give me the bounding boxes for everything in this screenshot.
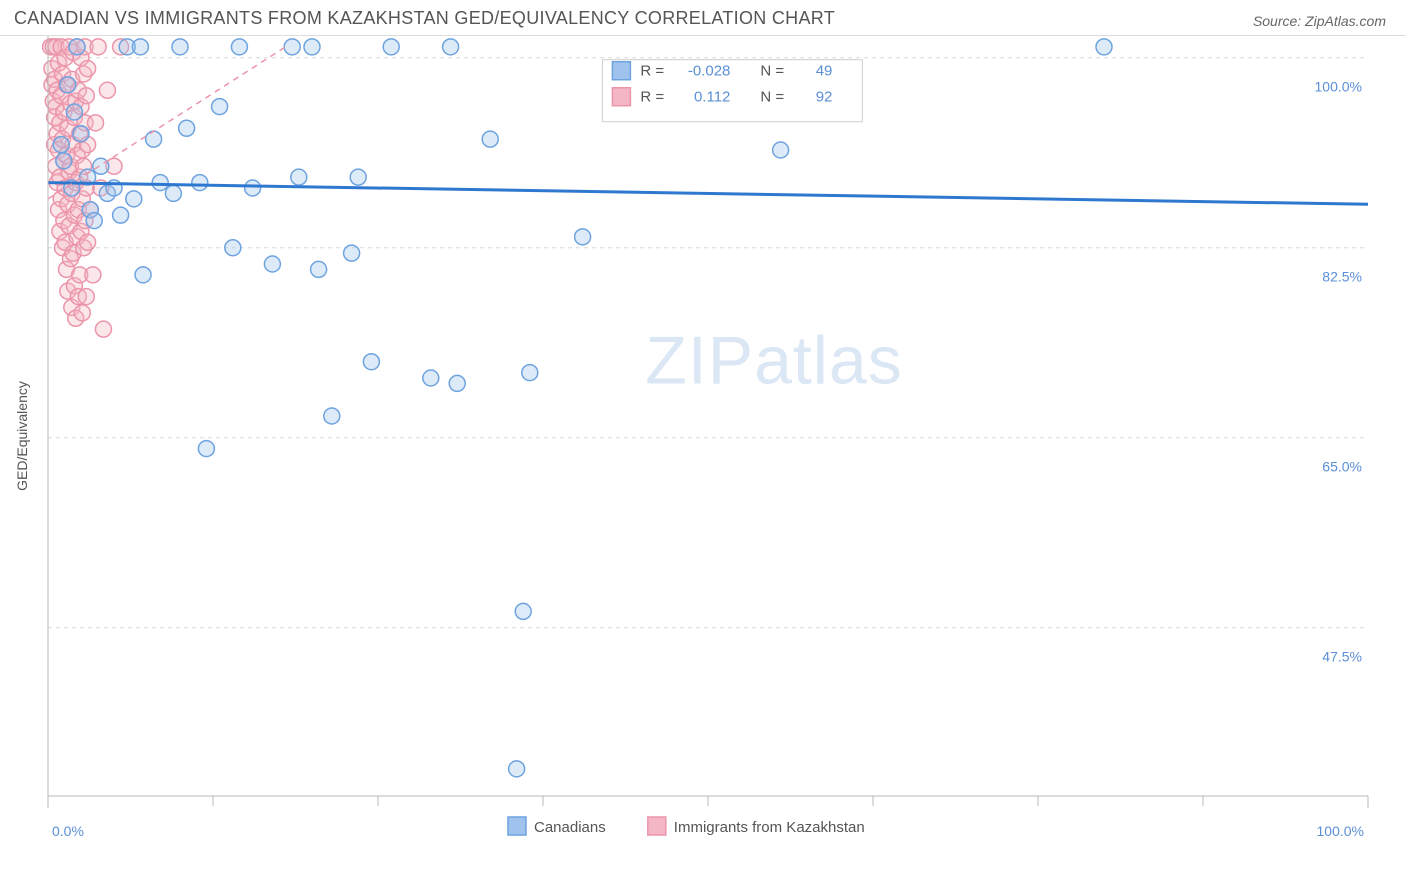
legend-swatch <box>612 88 630 106</box>
data-point <box>172 39 188 55</box>
data-point <box>126 191 142 207</box>
data-point <box>179 120 195 136</box>
x-tick-label: 100.0% <box>1317 823 1364 839</box>
data-point <box>291 169 307 185</box>
stat-n-label: N = <box>760 89 784 106</box>
data-point <box>69 39 85 55</box>
series-legend-swatch <box>508 817 526 835</box>
data-point <box>86 213 102 229</box>
y-tick-label: 82.5% <box>1322 269 1362 285</box>
data-point <box>773 142 789 158</box>
data-point <box>522 365 538 381</box>
y-tick-label: 65.0% <box>1322 459 1362 475</box>
stat-r-label: R = <box>640 89 664 106</box>
data-point <box>95 321 111 337</box>
source-label: Source: <box>1253 13 1301 29</box>
scatter-plot: 47.5% 65.0% 82.5% 100.0% ZIPatlas 0.0% 100.0% R… <box>0 36 1406 882</box>
data-point <box>74 305 90 321</box>
source-attribution: Source: ZipAtlas.com <box>1253 13 1386 29</box>
source-value: ZipAtlas.com <box>1305 13 1386 29</box>
data-point <box>80 234 96 250</box>
data-point <box>85 267 101 283</box>
data-point <box>99 82 115 98</box>
data-point <box>225 240 241 256</box>
data-point <box>383 39 399 55</box>
data-point <box>88 115 104 131</box>
data-point <box>192 175 208 191</box>
data-point <box>575 229 591 245</box>
data-point <box>324 408 340 424</box>
series-legend-label: Canadians <box>534 819 606 836</box>
x-tick-label: 0.0% <box>52 823 84 839</box>
stat-r-value: -0.028 <box>688 63 731 80</box>
data-point <box>146 131 162 147</box>
data-point <box>515 603 531 619</box>
data-point <box>90 39 106 55</box>
data-point <box>60 77 76 93</box>
data-point <box>56 153 72 169</box>
legend-swatch <box>612 62 630 80</box>
data-point <box>363 354 379 370</box>
data-point <box>152 175 168 191</box>
data-point <box>132 39 148 55</box>
data-point <box>113 207 129 223</box>
data-point <box>344 245 360 261</box>
data-point <box>423 370 439 386</box>
data-point <box>165 185 181 201</box>
watermark: ZIPatlas <box>645 322 902 398</box>
data-point <box>198 441 214 457</box>
stat-r-label: R = <box>640 63 664 80</box>
data-point <box>73 126 89 142</box>
data-point <box>264 256 280 272</box>
y-tick-label: 47.5% <box>1322 649 1362 665</box>
data-point <box>443 39 459 55</box>
data-point <box>350 169 366 185</box>
data-point <box>482 131 498 147</box>
y-tick-label: 100.0% <box>1315 79 1362 95</box>
data-point <box>284 39 300 55</box>
data-point <box>245 180 261 196</box>
data-point <box>53 137 69 153</box>
data-point <box>311 261 327 277</box>
data-point <box>135 267 151 283</box>
series-legend-swatch <box>648 817 666 835</box>
data-point <box>231 39 247 55</box>
stat-r-value: 0.112 <box>694 89 730 106</box>
chart-title: CANADIAN VS IMMIGRANTS FROM KAZAKHSTAN G… <box>14 8 835 29</box>
data-point <box>66 104 82 120</box>
chart-header: CANADIAN VS IMMIGRANTS FROM KAZAKHSTAN G… <box>0 0 1406 35</box>
data-point <box>212 99 228 115</box>
data-point <box>1096 39 1112 55</box>
chart-container: GED/Equivalency 47.5% 65.0% 82.5% 100.0% ZIP… <box>0 36 1406 882</box>
data-point <box>78 88 94 104</box>
data-point <box>78 289 94 305</box>
stat-n-value: 92 <box>816 89 833 106</box>
data-point <box>80 61 96 77</box>
data-point <box>449 375 465 391</box>
stat-n-value: 49 <box>816 63 833 80</box>
series-legend-label: Immigrants from Kazakhstan <box>674 819 865 836</box>
data-point <box>509 761 525 777</box>
stat-n-label: N = <box>760 63 784 80</box>
y-axis-label: GED/Equivalency <box>14 381 30 491</box>
data-point <box>304 39 320 55</box>
